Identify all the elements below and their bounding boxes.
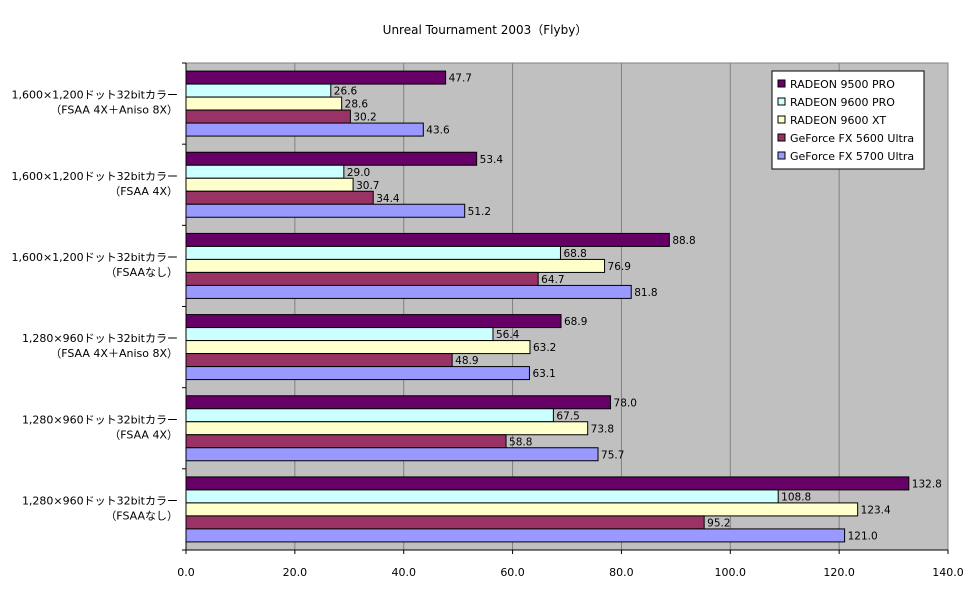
bar	[185, 164, 345, 179]
bar-value-label: 63.2	[533, 342, 556, 354]
bar	[185, 476, 910, 491]
category-label: 1,600×1,200ドット32bitカラー（FSAA 4X＋Aniso 8X）	[11, 89, 178, 117]
legend-swatch	[777, 133, 786, 142]
x-tick-label: 0.0	[177, 566, 195, 579]
bar-value-label: 121.0	[848, 530, 878, 542]
bar	[185, 528, 846, 543]
bar	[185, 353, 453, 368]
bar-value-label: 29.0	[347, 167, 370, 179]
bar	[185, 151, 478, 166]
bar-value-label: 67.5	[556, 410, 579, 422]
bar	[185, 232, 670, 247]
bar	[185, 366, 530, 381]
bar	[185, 96, 343, 111]
bar-value-label: 78.0	[614, 397, 637, 409]
bar-value-label: 132.8	[912, 478, 942, 490]
bar-value-label: 48.9	[455, 355, 478, 367]
bar	[185, 203, 466, 218]
x-tick-label: 20.0	[283, 566, 308, 579]
bar	[185, 122, 424, 137]
legend-entry: GeForce FX 5700 Ultra	[790, 150, 914, 163]
bar-value-label: 88.8	[672, 235, 695, 247]
legend-swatch	[777, 97, 786, 106]
legend-swatch	[777, 79, 786, 88]
bar-value-label: 43.6	[426, 125, 450, 137]
bar-value-label: 68.9	[564, 316, 587, 328]
category-label: 1,280×960ドット32bitカラー（FSAA 4X）	[22, 413, 178, 441]
bar	[185, 421, 589, 436]
bar-value-label: 108.8	[781, 491, 811, 503]
bar-value-label: 58.8	[509, 436, 532, 448]
bar-value-label: 64.7	[541, 274, 564, 286]
category-label: 1,600×1,200ドット32bitカラー（FSAA 4X）	[11, 170, 178, 198]
bar-value-label: 53.4	[480, 154, 504, 166]
bar-value-label: 95.2	[707, 517, 730, 529]
x-tick-label: 60.0	[500, 566, 525, 579]
bar-value-label: 56.4	[496, 329, 520, 341]
bar-value-label: 76.9	[608, 261, 631, 273]
bar	[185, 447, 599, 462]
legend-box	[771, 70, 925, 170]
bar	[185, 340, 531, 355]
bar	[185, 284, 632, 299]
bar-value-label: 81.8	[634, 287, 657, 299]
legend-swatch	[777, 115, 786, 124]
bar	[185, 395, 612, 410]
bar-value-label: 28.6	[345, 99, 369, 111]
bar-value-label: 123.4	[861, 504, 891, 516]
category-label: 1,280×960ドット32bitカラー（FSAA 4X＋Aniso 8X）	[22, 332, 178, 360]
bar	[185, 83, 332, 98]
bar-value-label: 75.7	[601, 449, 624, 461]
bar	[185, 502, 859, 517]
bar	[185, 408, 554, 423]
x-tick-label: 120.0	[823, 566, 855, 579]
category-label: 1,600×1,200ドット32bitカラー（FSAAなし）	[11, 251, 178, 279]
x-tick-label: 80.0	[609, 566, 634, 579]
x-tick-label: 40.0	[391, 566, 416, 579]
bar	[185, 245, 561, 260]
bar	[185, 258, 606, 273]
bar	[185, 314, 562, 329]
bar-value-label: 30.7	[356, 180, 379, 192]
x-tick-label: 100.0	[715, 566, 747, 579]
x-tick-label: 140.0	[932, 566, 964, 579]
bar-value-label: 34.4	[376, 193, 400, 205]
bar-value-label: 73.8	[591, 423, 614, 435]
bar-value-label: 51.2	[468, 206, 491, 218]
bar	[185, 190, 374, 205]
bar	[185, 271, 539, 286]
bar-value-label: 26.6	[334, 86, 358, 98]
chart-title: Unreal Tournament 2003（Flyby）	[383, 23, 588, 37]
bar	[185, 70, 447, 85]
bar	[185, 515, 705, 530]
bar	[185, 434, 507, 449]
bar	[185, 177, 354, 192]
bar	[185, 109, 351, 124]
legend-swatch	[777, 151, 786, 160]
legend-entry: RADEON 9600 XT	[790, 114, 886, 127]
bar-value-label: 47.7	[449, 73, 472, 85]
bar	[185, 327, 494, 342]
legend: RADEON 9500 PRO RADEON 9600 PRO RADEON 960…	[771, 70, 925, 170]
legend-entry: GeForce FX 5600 Ultra	[790, 132, 914, 145]
bar-value-label: 30.2	[353, 112, 376, 124]
bar-value-label: 68.8	[563, 248, 586, 260]
legend-entry: RADEON 9600 PRO	[790, 96, 895, 109]
bar-value-label: 63.1	[532, 368, 555, 380]
bar	[185, 489, 779, 504]
legend-entry: RADEON 9500 PRO	[790, 78, 895, 91]
category-label: 1,280×960ドット32bitカラー（FSAAなし）	[22, 494, 178, 522]
